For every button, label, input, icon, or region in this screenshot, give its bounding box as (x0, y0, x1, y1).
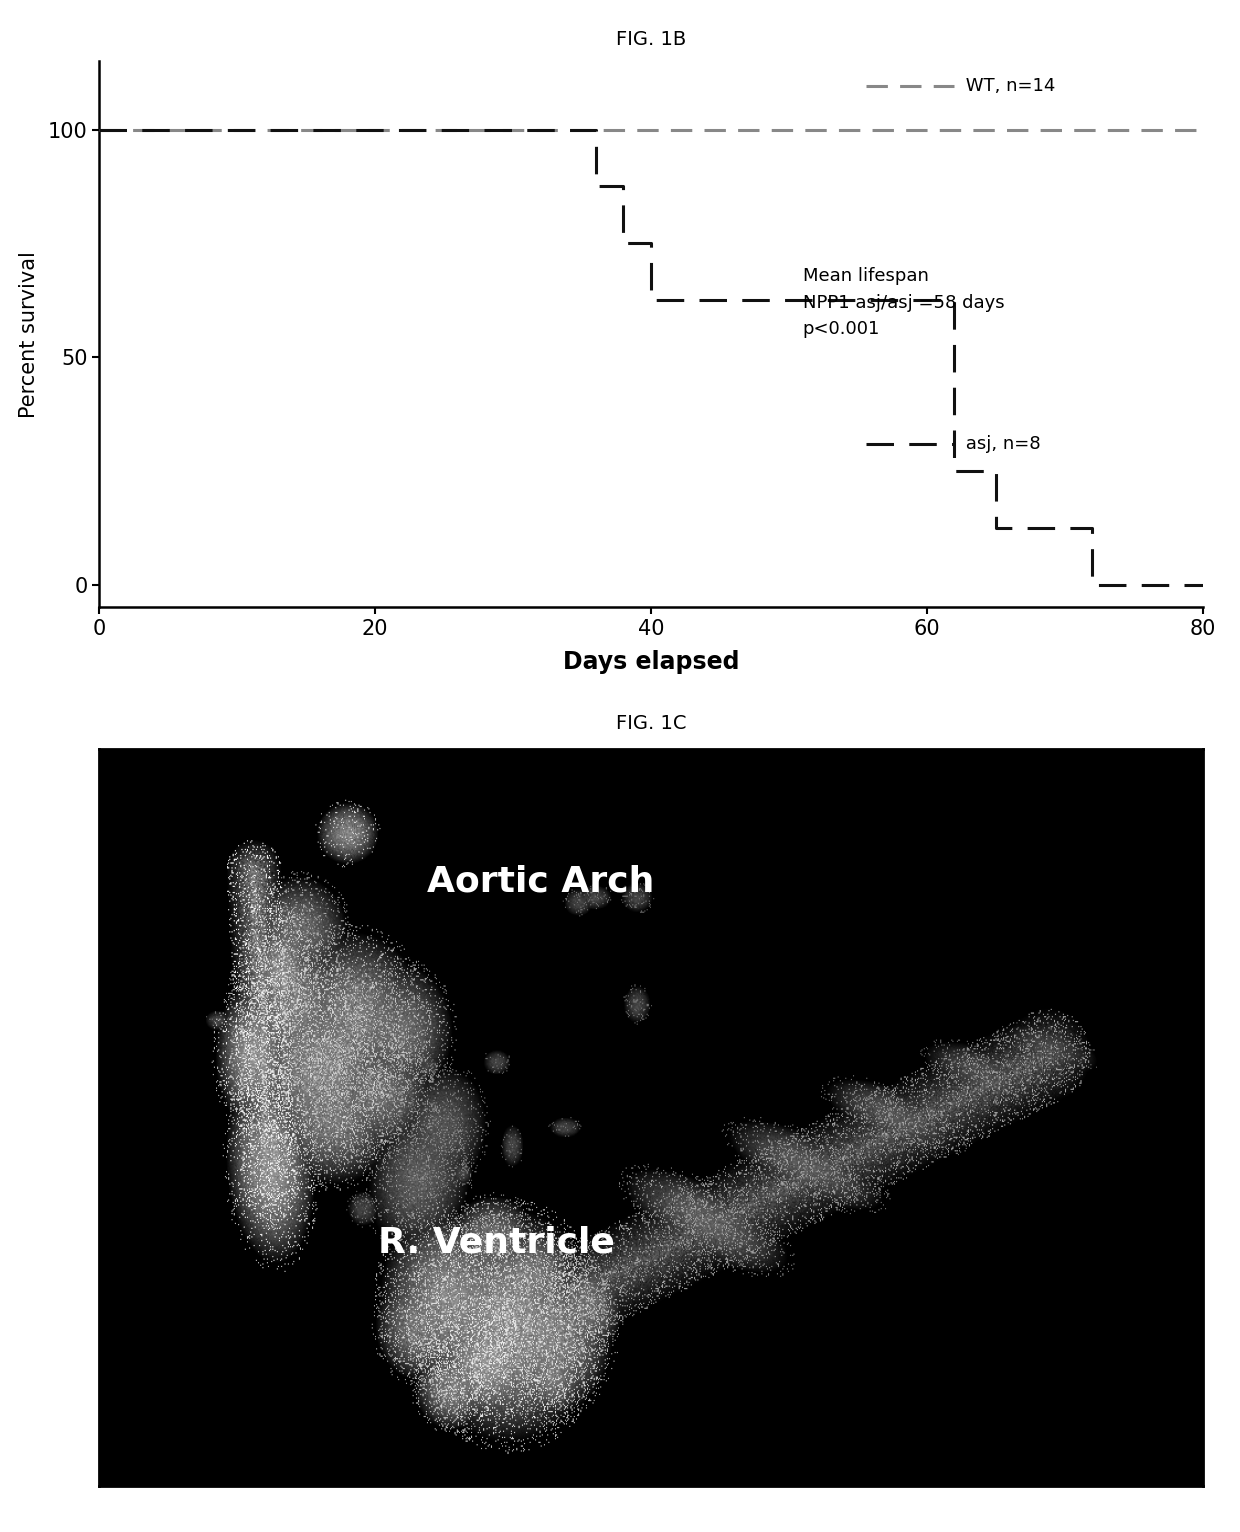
Text: Mean lifespan
NPP1 asj/asj =58 days
p<0.001: Mean lifespan NPP1 asj/asj =58 days p<0.… (802, 267, 1004, 339)
Y-axis label: Percent survival: Percent survival (20, 251, 40, 418)
Text: Aortic Arch: Aortic Arch (427, 864, 655, 898)
Text: asj, n=8: asj, n=8 (960, 435, 1040, 452)
Title: FIG. 1B: FIG. 1B (616, 29, 686, 49)
X-axis label: Days elapsed: Days elapsed (563, 651, 739, 674)
Text: R. Ventricle: R. Ventricle (378, 1226, 615, 1259)
Title: FIG. 1C: FIG. 1C (616, 714, 686, 734)
Text: WT, n=14: WT, n=14 (960, 77, 1055, 95)
